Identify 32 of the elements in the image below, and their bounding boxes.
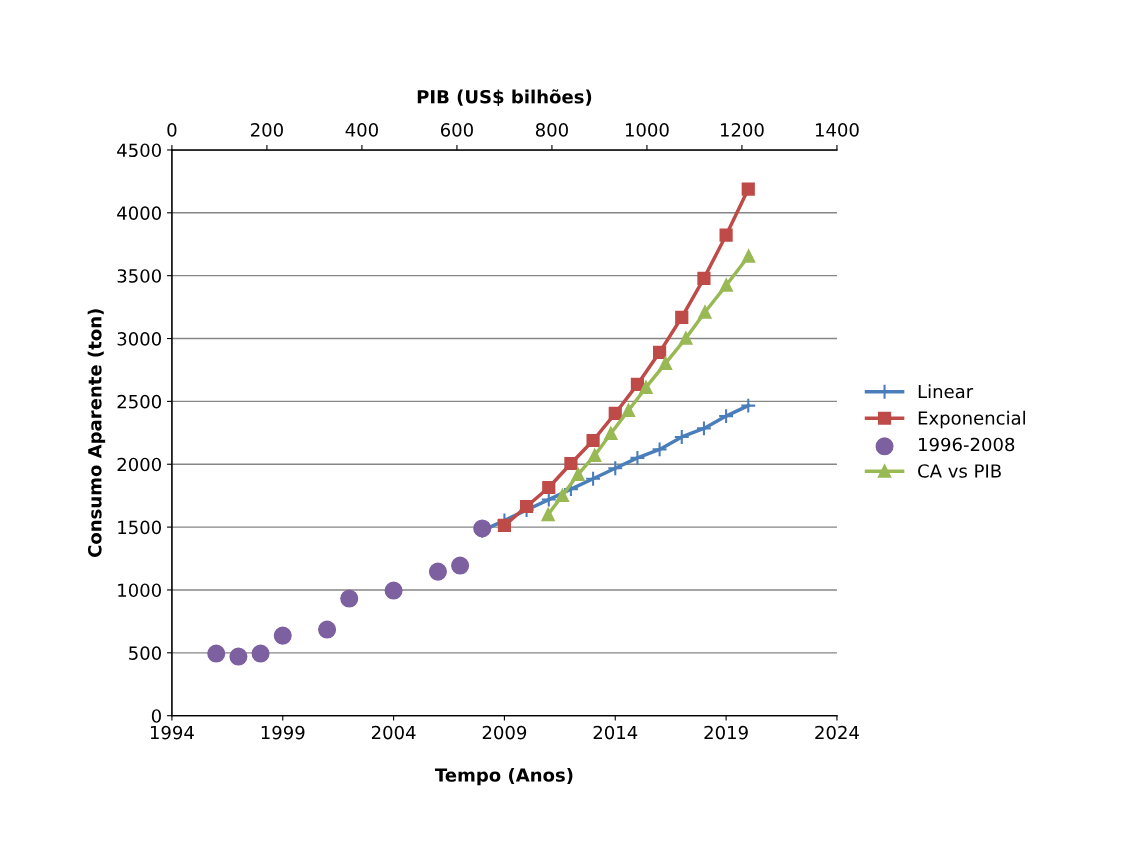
x2-tick-label: 1200 <box>720 123 764 137</box>
x2-tick-label: 1400 <box>815 123 859 137</box>
y-tick-label: 1000 <box>118 583 161 598</box>
x-tick-label: 2019 <box>704 725 748 740</box>
x-tick-label: 2004 <box>371 725 416 740</box>
y-tick-label: 500 <box>129 646 161 660</box>
y-tick-label: 2500 <box>117 394 161 409</box>
y-tick-label: 2000 <box>117 457 161 472</box>
x-tick-label: 2009 <box>482 725 527 740</box>
y-tick-label: 0 <box>151 709 161 723</box>
x-axis-title: Tempo (Anos) <box>434 767 573 786</box>
legend-label: 1996-2008 <box>919 437 1015 452</box>
y-tick-label: 1500 <box>118 520 161 535</box>
x2-tick-label: 1000 <box>625 123 669 137</box>
x-tick-label: 2024 <box>815 725 859 740</box>
x-tick-label: 1999 <box>261 725 305 740</box>
y-axis-title: Consumo Aparente (ton) <box>87 309 106 558</box>
x2-tick-label: 600 <box>440 123 473 137</box>
legend-label: Exponencial <box>918 410 1025 429</box>
legend-label: CA vs PIB <box>918 464 1001 478</box>
y-tick-label: 3500 <box>117 269 161 283</box>
x2-axis-title: PIB (US$ bilhões) <box>417 89 592 106</box>
x2-tick-label: 400 <box>345 123 378 137</box>
y-tick-label: 4000 <box>117 206 161 220</box>
y-tick-label: 4500 <box>117 143 161 158</box>
x2-tick-label: 800 <box>535 123 568 137</box>
x2-tick-label: 200 <box>251 123 283 137</box>
x2-tick-label: 0 <box>167 123 177 137</box>
x-tick-label: 2014 <box>593 725 638 740</box>
y-tick-label: 3000 <box>117 331 161 346</box>
x-tick-label: 1994 <box>150 725 194 740</box>
legend-label: Linear <box>918 384 974 399</box>
